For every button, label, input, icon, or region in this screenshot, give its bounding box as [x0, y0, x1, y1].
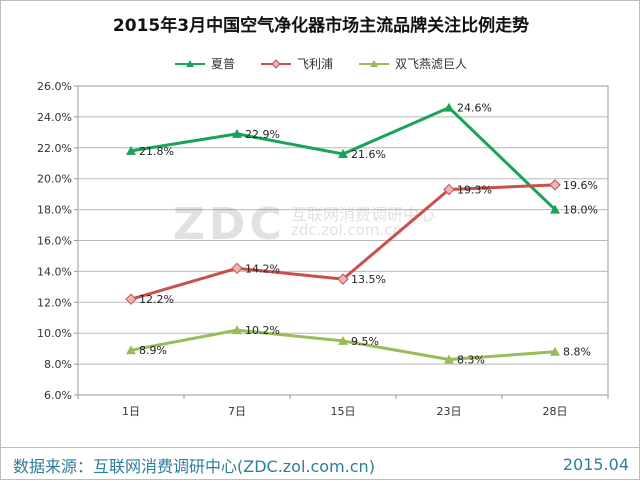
data-point-philips: [549, 179, 561, 191]
data-label-shuangfeiyan: 10.2%: [245, 324, 280, 337]
y-tick-label: 12.0%: [37, 296, 72, 309]
data-label-sharp: 21.6%: [351, 148, 386, 161]
y-tick-label: 10.0%: [37, 327, 72, 340]
y-tick-label: 20.0%: [37, 173, 72, 186]
legend-marker-shuangfeiyan: [359, 59, 389, 67]
y-tick-label: 8.0%: [44, 358, 72, 371]
data-label-philips: 12.2%: [139, 293, 174, 306]
x-tick-label: 7日: [228, 405, 246, 418]
data-label-shuangfeiyan: 9.5%: [351, 335, 379, 348]
y-tick-label: 26.0%: [37, 80, 72, 93]
watermark-brand: ZDC: [173, 199, 286, 250]
data-label-philips: 13.5%: [351, 273, 386, 286]
data-point-sharp: [126, 145, 136, 155]
data-source: 数据来源：互联网消费调研中心(ZDC.zol.com.cn): [13, 456, 375, 476]
data-point-sharp: [444, 102, 454, 112]
data-point-sharp: [338, 148, 348, 158]
x-tick-label: 15日: [331, 405, 356, 418]
x-tick-label: 23日: [437, 405, 462, 418]
data-point-philips: [337, 273, 349, 285]
data-point-shuangfeiyan: [338, 335, 348, 345]
line-chart: 6.0% 8.0% 10.0% 12.0% 14.0% 16.0% 18.0% 20.0% 22…: [37, 80, 609, 418]
y-tick-label: 24.0%: [37, 111, 72, 124]
data-label-sharp: 18.0%: [563, 204, 598, 217]
y-tick-label: 16.0%: [37, 235, 72, 248]
legend-marker-sharp: [174, 59, 205, 67]
data-point-philips: [125, 293, 137, 305]
data-point-shuangfeiyan: [126, 345, 136, 355]
data-label-philips: 19.3%: [457, 184, 492, 197]
data-label-shuangfeiyan: 8.8%: [563, 346, 591, 359]
data-label-philips: 14.2%: [245, 262, 280, 275]
report-date: 2015.04: [562, 455, 629, 474]
chart-title: 2015年3月中国空气净化器市场主流品牌关注比例走势: [112, 16, 530, 36]
data-point-sharp: [550, 204, 560, 214]
data-point-philips: [231, 262, 243, 275]
chart-legend: 夏普 飞利浦 双飞燕滤巨人: [1, 55, 640, 72]
legend-item-philips: 飞利浦: [260, 55, 333, 72]
watermark-url: zdc.zol.com.cn: [291, 221, 402, 239]
data-label-shuangfeiyan: 8.3%: [457, 353, 485, 366]
legend-marker-philips: [260, 58, 291, 69]
legend-label-sharp: 夏普: [210, 57, 235, 71]
data-point-shuangfeiyan: [444, 354, 454, 364]
x-tick-label: 28日: [543, 405, 568, 418]
data-label-sharp: 22.9%: [245, 128, 280, 141]
y-tick-label: 14.0%: [37, 265, 72, 278]
data-label-philips: 19.6%: [563, 179, 598, 192]
data-point-philips: [443, 183, 455, 196]
y-tick-label: 18.0%: [37, 204, 72, 217]
watermark: ZDC 互联网消费调研中心 zdc.zol.com.cn: [173, 199, 435, 250]
data-point-shuangfeiyan: [232, 325, 242, 335]
legend-item-sharp: 夏普: [174, 55, 235, 72]
legend-label-philips: 飞利浦: [296, 57, 333, 71]
legend-label-shuangfeiyan: 双飞燕滤巨人: [395, 57, 468, 71]
y-tick-label: 22.0%: [37, 142, 72, 155]
footer: 数据来源：互联网消费调研中心(ZDC.zol.com.cn) 2015.04: [1, 447, 640, 481]
data-label-sharp: 21.8%: [139, 145, 174, 158]
data-label-sharp: 24.6%: [457, 102, 492, 115]
data-point-sharp: [232, 128, 242, 138]
legend-item-shuangfeiyan: 双飞燕滤巨人: [359, 55, 467, 72]
x-tick-label: 1日: [122, 405, 140, 418]
data-point-shuangfeiyan: [550, 346, 560, 356]
y-tick-label: 6.0%: [44, 389, 72, 402]
data-label-shuangfeiyan: 8.9%: [139, 344, 167, 357]
watermark-cn: 互联网消费调研中心: [291, 205, 436, 224]
